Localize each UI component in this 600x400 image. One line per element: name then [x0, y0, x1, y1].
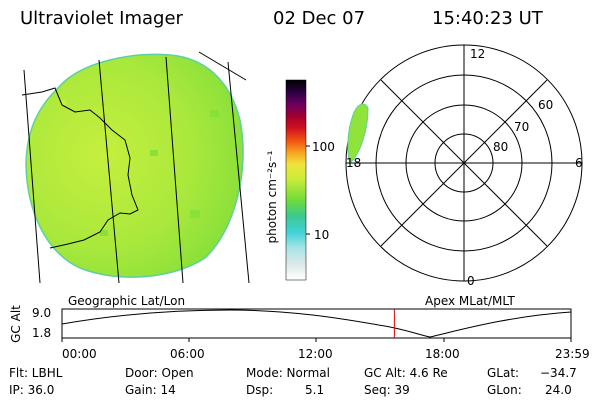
mode-value: Mode: Normal: [246, 366, 330, 380]
mlat-label-60: 60: [538, 98, 554, 112]
xtick-2359: 23:59: [555, 347, 590, 361]
coastline: [21, 87, 139, 249]
colorbar-tick-10: 10: [314, 228, 330, 242]
earth-disk: [25, 53, 244, 278]
meridian-lines: [23, 51, 250, 284]
auroral-oval-segment: [347, 103, 369, 164]
geographic-caption: Geographic Lat/Lon: [68, 294, 186, 308]
ip-value: IP: 36.0: [9, 383, 55, 397]
glat-value: −34.7: [540, 366, 577, 380]
glon-label: GLon:: [487, 383, 522, 397]
xtick-1800: 18:00: [425, 347, 460, 361]
filter-value: Flt: LBHL: [9, 366, 63, 380]
xtick-1200: 12:00: [298, 347, 333, 361]
mlt-label-6: 6: [575, 156, 583, 170]
gain-value: Gain: 14: [125, 383, 176, 397]
xtick-0000: 00:00: [62, 347, 97, 361]
mlt-label-18: 18: [346, 156, 362, 170]
altitude-ylabel: GC Alt: [9, 305, 23, 343]
altitude-ytick-high: 9.0: [32, 306, 52, 320]
mlt-label-12: 12: [470, 47, 486, 61]
altitude-curve: [61, 309, 572, 338]
xtick-0600: 06:00: [170, 347, 205, 361]
apex-caption: Apex MLat/MLT: [425, 294, 515, 308]
gc-alt-value: GC Alt: 4.6 Re: [364, 366, 448, 380]
altitude-ytick-low: 1.8: [32, 326, 52, 340]
mlat-label-80: 80: [493, 140, 509, 154]
glat-label: GLat:: [487, 366, 520, 380]
seq-value: Seq: 39: [364, 383, 410, 397]
dsp-label: Dsp:: [246, 383, 274, 397]
instrument-title: Ultraviolet Imager: [20, 8, 183, 29]
mlat-label-70: 70: [514, 120, 530, 134]
colorbar-tick-100: 100: [312, 140, 335, 154]
glon-value: 24.0: [545, 383, 572, 397]
dsp-value: 5.1: [305, 383, 325, 397]
date-label: 02 Dec 07: [273, 8, 366, 29]
time-label: 15:40:23 UT: [432, 8, 543, 29]
door-status: Door: Open: [125, 366, 194, 380]
mlt-label-0: 0: [467, 274, 475, 288]
